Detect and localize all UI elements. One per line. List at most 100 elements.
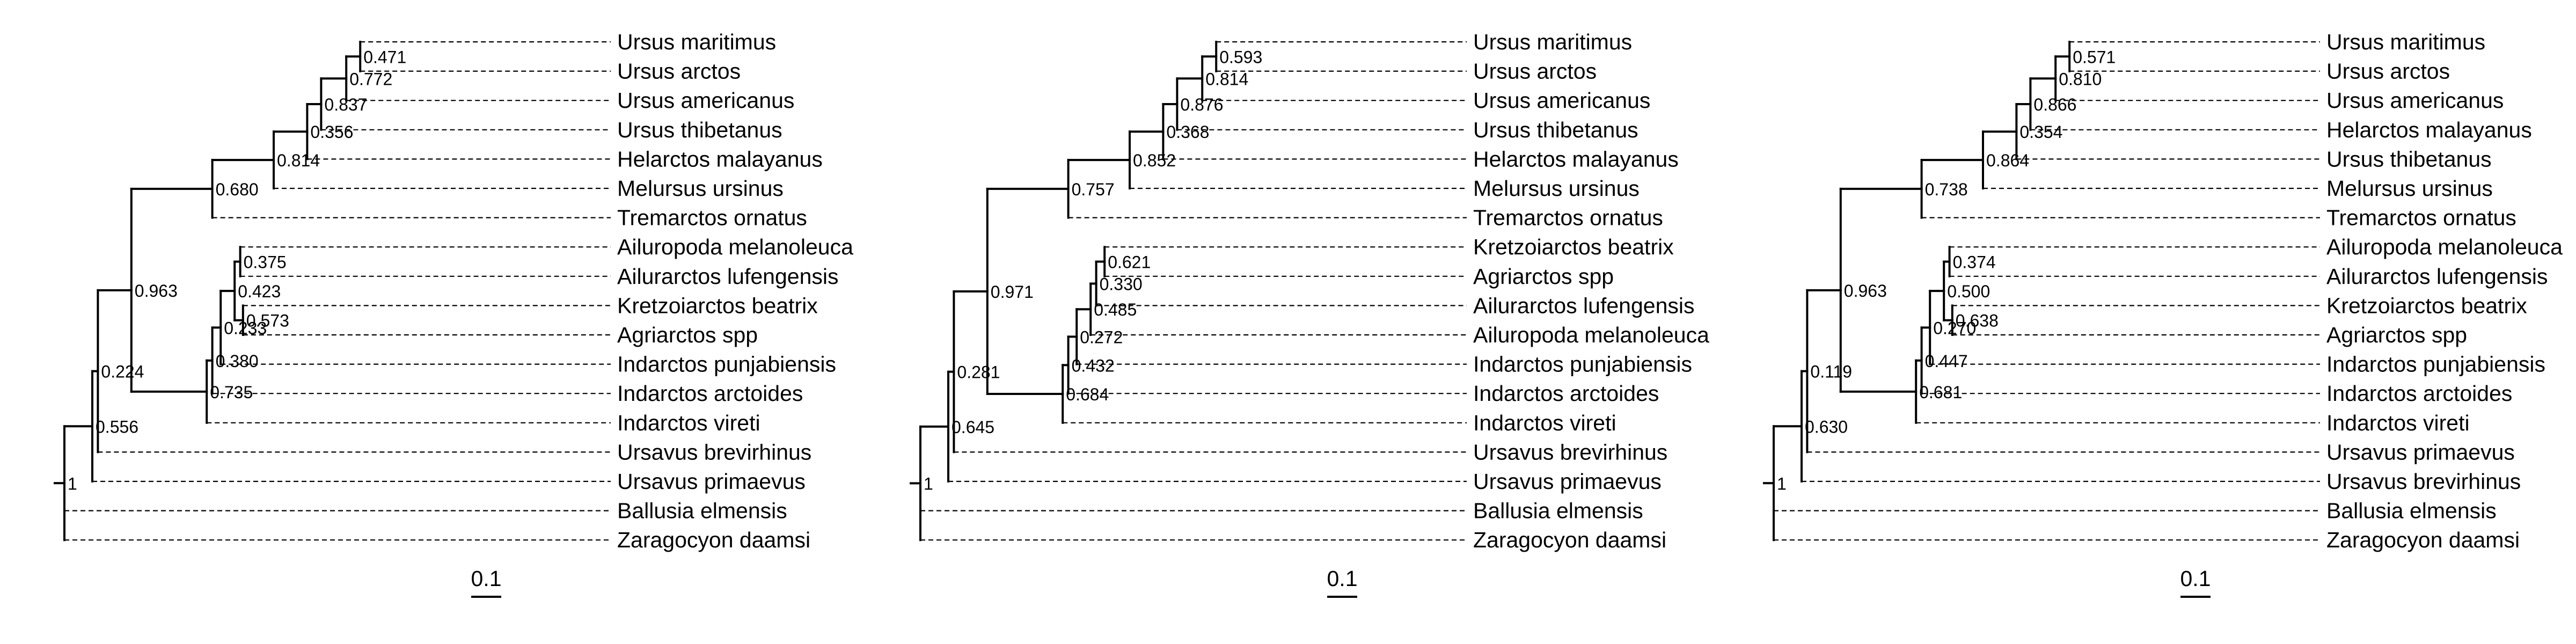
tip-label-ballusia-elmensis: Ballusia elmensis xyxy=(617,499,787,523)
tip-label-ursus-thibetanus: Ursus thibetanus xyxy=(1473,118,1638,142)
tip-label-ursus-arctos: Ursus arctos xyxy=(1473,59,1597,84)
tip-label-indarctos-arctoides: Indarctos arctoides xyxy=(2326,381,2512,406)
support-value-p0: 1 xyxy=(68,474,77,493)
support-value-r11: 0.447 xyxy=(1925,352,1968,371)
tip-label-zaragocyon-daamsi: Zaragocyon daamsi xyxy=(2326,528,2520,552)
tip-label-ursus-thibetanus: Ursus thibetanus xyxy=(617,118,782,142)
tip-label-ursus-americanus: Ursus americanus xyxy=(617,88,794,113)
support-value-r14: 0.374 xyxy=(1953,253,1996,272)
tip-label-ursus-maritimus: Ursus maritimus xyxy=(617,30,776,54)
tip-label-kretzoiarctos-beatrix: Kretzoiarctos beatrix xyxy=(1473,235,1674,259)
tip-label-helarctos-malayanus: Helarctos malayanus xyxy=(1473,147,1679,171)
tip-label-ursus-arctos: Ursus arctos xyxy=(617,59,741,84)
tip-label-ballusia-elmensis: Ballusia elmensis xyxy=(1473,499,1643,523)
tip-label-ursus-americanus: Ursus americanus xyxy=(2326,88,2504,113)
support-value-q13: 0.485 xyxy=(1094,300,1137,319)
tip-label-ailuropoda-melanoleuca: Ailuropoda melanoleuca xyxy=(1473,323,1709,347)
tree-panel-1: 10.5560.2240.9630.6800.8140.3560.8370.77… xyxy=(54,30,853,598)
tip-label-helarctos-malayanus: Helarctos malayanus xyxy=(617,147,823,171)
support-value-p4: 0.680 xyxy=(216,180,259,199)
tip-label-indarctos-punjabiensis: Indarctos punjabiensis xyxy=(617,352,836,377)
tip-label-indarctos-vireti: Indarctos vireti xyxy=(2326,411,2470,435)
support-value-r0: 1 xyxy=(1777,474,1787,493)
tip-label-indarctos-punjabiensis: Indarctos punjabiensis xyxy=(2326,352,2545,377)
tip-label-zaragocyon-daamsi: Zaragocyon daamsi xyxy=(617,528,810,552)
scale-bar-label: 0.1 xyxy=(2180,566,2211,591)
support-value-q11: 0.432 xyxy=(1072,356,1115,375)
support-value-r15: 0.638 xyxy=(1956,311,1999,331)
support-value-r5: 0.864 xyxy=(1986,151,2029,170)
support-value-p2: 0.224 xyxy=(101,362,144,382)
support-value-q3: 0.971 xyxy=(991,282,1034,302)
support-value-r4: 0.738 xyxy=(1925,180,1968,199)
tip-label-ailuropoda-melanoleuca: Ailuropoda melanoleuca xyxy=(2326,235,2563,259)
support-value-r1: 0.630 xyxy=(1805,417,1848,436)
tip-label-helarctos-malayanus: Helarctos malayanus xyxy=(2326,118,2532,142)
support-value-q2: 0.281 xyxy=(957,363,1000,382)
support-value-q8: 0.814 xyxy=(1205,69,1248,89)
support-value-r2: 0.119 xyxy=(1810,362,1852,382)
tip-label-indarctos-arctoides: Indarctos arctoides xyxy=(1473,381,1659,406)
tip-label-indarctos-punjabiensis: Indarctos punjabiensis xyxy=(1473,352,1692,377)
tip-label-tremarctos-ornatus: Tremarctos ornatus xyxy=(617,206,807,230)
support-value-p3: 0.963 xyxy=(135,281,178,301)
support-value-p14: 0.375 xyxy=(244,253,287,272)
tip-label-ursavus-brevirhinus: Ursavus brevirhinus xyxy=(617,440,811,464)
support-value-q4: 0.757 xyxy=(1072,180,1115,199)
tree-panel-3: 10.6300.1190.9630.7380.8640.3540.8660.81… xyxy=(1763,30,2563,598)
tip-label-ursavus-primaevus: Ursavus primaevus xyxy=(1473,469,1662,494)
support-value-q5: 0.852 xyxy=(1133,151,1176,170)
tip-label-tremarctos-ornatus: Tremarctos ornatus xyxy=(2326,206,2516,230)
support-value-q1: 0.645 xyxy=(952,418,994,437)
support-value-r3: 0.963 xyxy=(1844,281,1887,301)
tip-label-ailurarctos-lufengensis: Ailurarctos lufengensis xyxy=(617,264,838,289)
tip-label-indarctos-arctoides: Indarctos arctoides xyxy=(617,381,803,406)
tip-label-ursavus-primaevus: Ursavus primaevus xyxy=(2326,440,2515,464)
support-value-p8: 0.772 xyxy=(349,69,392,89)
tip-label-ailurarctos-lufengensis: Ailurarctos lufengensis xyxy=(2326,264,2548,289)
support-value-q14: 0.330 xyxy=(1100,274,1143,294)
tree-panel-2: 10.6450.2810.9710.7570.8520.3680.8760.81… xyxy=(910,30,1709,598)
tip-label-ailuropoda-melanoleuca: Ailuropoda melanoleuca xyxy=(617,235,853,259)
tip-label-tremarctos-ornatus: Tremarctos ornatus xyxy=(1473,206,1663,230)
scale-bar-label: 0.1 xyxy=(1327,566,1358,591)
tip-label-zaragocyon-daamsi: Zaragocyon daamsi xyxy=(1473,528,1666,552)
support-value-p9: 0.471 xyxy=(363,47,406,67)
tip-label-ursavus-primaevus: Ursavus primaevus xyxy=(617,469,806,494)
tip-label-ailurarctos-lufengensis: Ailurarctos lufengensis xyxy=(1473,293,1694,318)
support-value-p13: 0.423 xyxy=(238,282,281,301)
support-value-q9: 0.593 xyxy=(1219,47,1262,67)
tip-label-indarctos-vireti: Indarctos vireti xyxy=(1473,411,1616,435)
tip-label-ursus-maritimus: Ursus maritimus xyxy=(1473,30,1632,54)
tip-label-ursus-arctos: Ursus arctos xyxy=(2326,59,2450,84)
support-value-p5: 0.814 xyxy=(277,151,320,170)
scale-bar-label: 0.1 xyxy=(471,566,502,591)
support-value-q12: 0.272 xyxy=(1080,327,1123,347)
support-value-r9: 0.571 xyxy=(2073,47,2116,67)
tip-label-melursus-ursinus: Melursus ursinus xyxy=(2326,176,2493,201)
tip-label-ursus-maritimus: Ursus maritimus xyxy=(2326,30,2485,54)
tip-label-melursus-ursinus: Melursus ursinus xyxy=(1473,176,1640,201)
tip-label-ursus-americanus: Ursus americanus xyxy=(1473,88,1650,113)
support-value-q0: 1 xyxy=(924,474,933,494)
support-value-r6: 0.354 xyxy=(2019,122,2062,142)
tip-label-agriarctos-spp: Agriarctos spp xyxy=(617,323,758,347)
tip-label-ursavus-brevirhinus: Ursavus brevirhinus xyxy=(1473,440,1667,464)
support-value-q6: 0.368 xyxy=(1166,122,1209,142)
support-value-p10: 0.735 xyxy=(210,383,253,402)
tip-label-agriarctos-spp: Agriarctos spp xyxy=(1473,264,1614,289)
support-value-q10: 0.684 xyxy=(1066,385,1109,404)
support-value-p6: 0.356 xyxy=(310,122,353,142)
support-value-q15: 0.621 xyxy=(1108,253,1151,272)
support-value-r8: 0.810 xyxy=(2059,69,2102,89)
tip-label-kretzoiarctos-beatrix: Kretzoiarctos beatrix xyxy=(617,293,818,318)
support-value-p1: 0.556 xyxy=(96,417,138,436)
support-value-p11: 0.380 xyxy=(216,352,259,371)
support-value-p15: 0.573 xyxy=(246,311,289,331)
tip-label-indarctos-vireti: Indarctos vireti xyxy=(617,411,760,435)
tip-label-ballusia-elmensis: Ballusia elmensis xyxy=(2326,499,2497,523)
support-value-r13: 0.500 xyxy=(1947,282,1990,301)
tip-label-kretzoiarctos-beatrix: Kretzoiarctos beatrix xyxy=(2326,293,2527,318)
tip-label-melursus-ursinus: Melursus ursinus xyxy=(617,176,784,201)
